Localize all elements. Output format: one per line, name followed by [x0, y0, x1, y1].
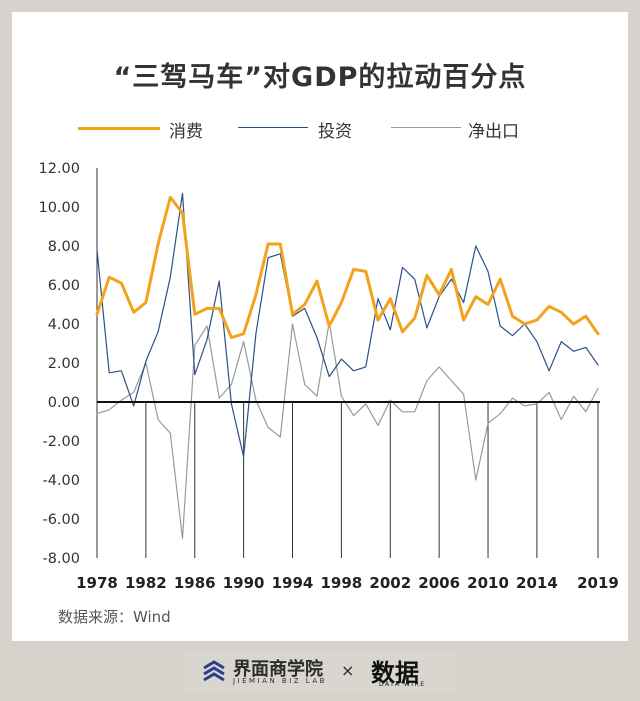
- source-note: 数据来源：Wind: [58, 608, 171, 626]
- y-tick-label: 6.00: [48, 278, 80, 294]
- chart-title: “三驾马车”对GDP的拉动百分点: [113, 62, 527, 93]
- y-tick-label: -4.00: [42, 473, 80, 489]
- y-tick-label: 8.00: [48, 239, 80, 255]
- chart-card: [12, 12, 628, 641]
- footer-brand-bar: 界面商学院 JIEMIAN BIZ LAB × 数据 DATA WIRE: [183, 651, 455, 691]
- y-tick-label: -6.00: [42, 512, 80, 528]
- jiemian-logo-icon: [203, 660, 225, 682]
- brand-datawire-sub: DATA WIRE: [379, 681, 426, 688]
- legend-swatch: [78, 127, 160, 130]
- x-tick-label: 2006: [418, 574, 460, 592]
- legend-swatch: [391, 127, 461, 128]
- x-tick-label: 1990: [223, 574, 265, 592]
- series-line-0: [95, 195, 600, 340]
- y-tick-label: -8.00: [42, 551, 80, 567]
- x-tick-label: 1982: [125, 574, 167, 592]
- legend-label: 投资: [318, 122, 352, 142]
- legend: 消费 投资 净出口: [0, 117, 640, 142]
- brand-jiemian-name: 界面商学院: [233, 659, 323, 680]
- x-tick-label: 1998: [321, 574, 363, 592]
- legend-label: 净出口: [468, 122, 519, 142]
- series-line-1: [96, 192, 599, 458]
- x-tick-label: 1986: [174, 574, 216, 592]
- x-tick-label: 2010: [467, 574, 509, 592]
- y-tick-label: 4.00: [48, 317, 80, 333]
- legend-swatch: [238, 127, 308, 128]
- series-line-2: [96, 321, 599, 540]
- y-tick-label: 0.00: [48, 395, 80, 411]
- x-tick-label: 1978: [76, 574, 118, 592]
- y-tick-label: 12.00: [38, 161, 80, 177]
- x-tick-label: 2019: [577, 574, 619, 592]
- x-tick-label: 1994: [272, 574, 314, 592]
- y-tick-label: 10.00: [38, 200, 80, 216]
- y-tick-label: -2.00: [42, 434, 80, 450]
- x-tick-label: 2014: [516, 574, 558, 592]
- brand-separator: ×: [341, 661, 355, 680]
- x-tick-label: 2002: [369, 574, 411, 592]
- brand-jiemian-sub: JIEMIAN BIZ LAB: [233, 677, 327, 685]
- y-tick-label: 2.00: [48, 356, 80, 372]
- brand-datawire-logo: 数据: [371, 658, 419, 687]
- legend-label: 消费: [169, 122, 203, 142]
